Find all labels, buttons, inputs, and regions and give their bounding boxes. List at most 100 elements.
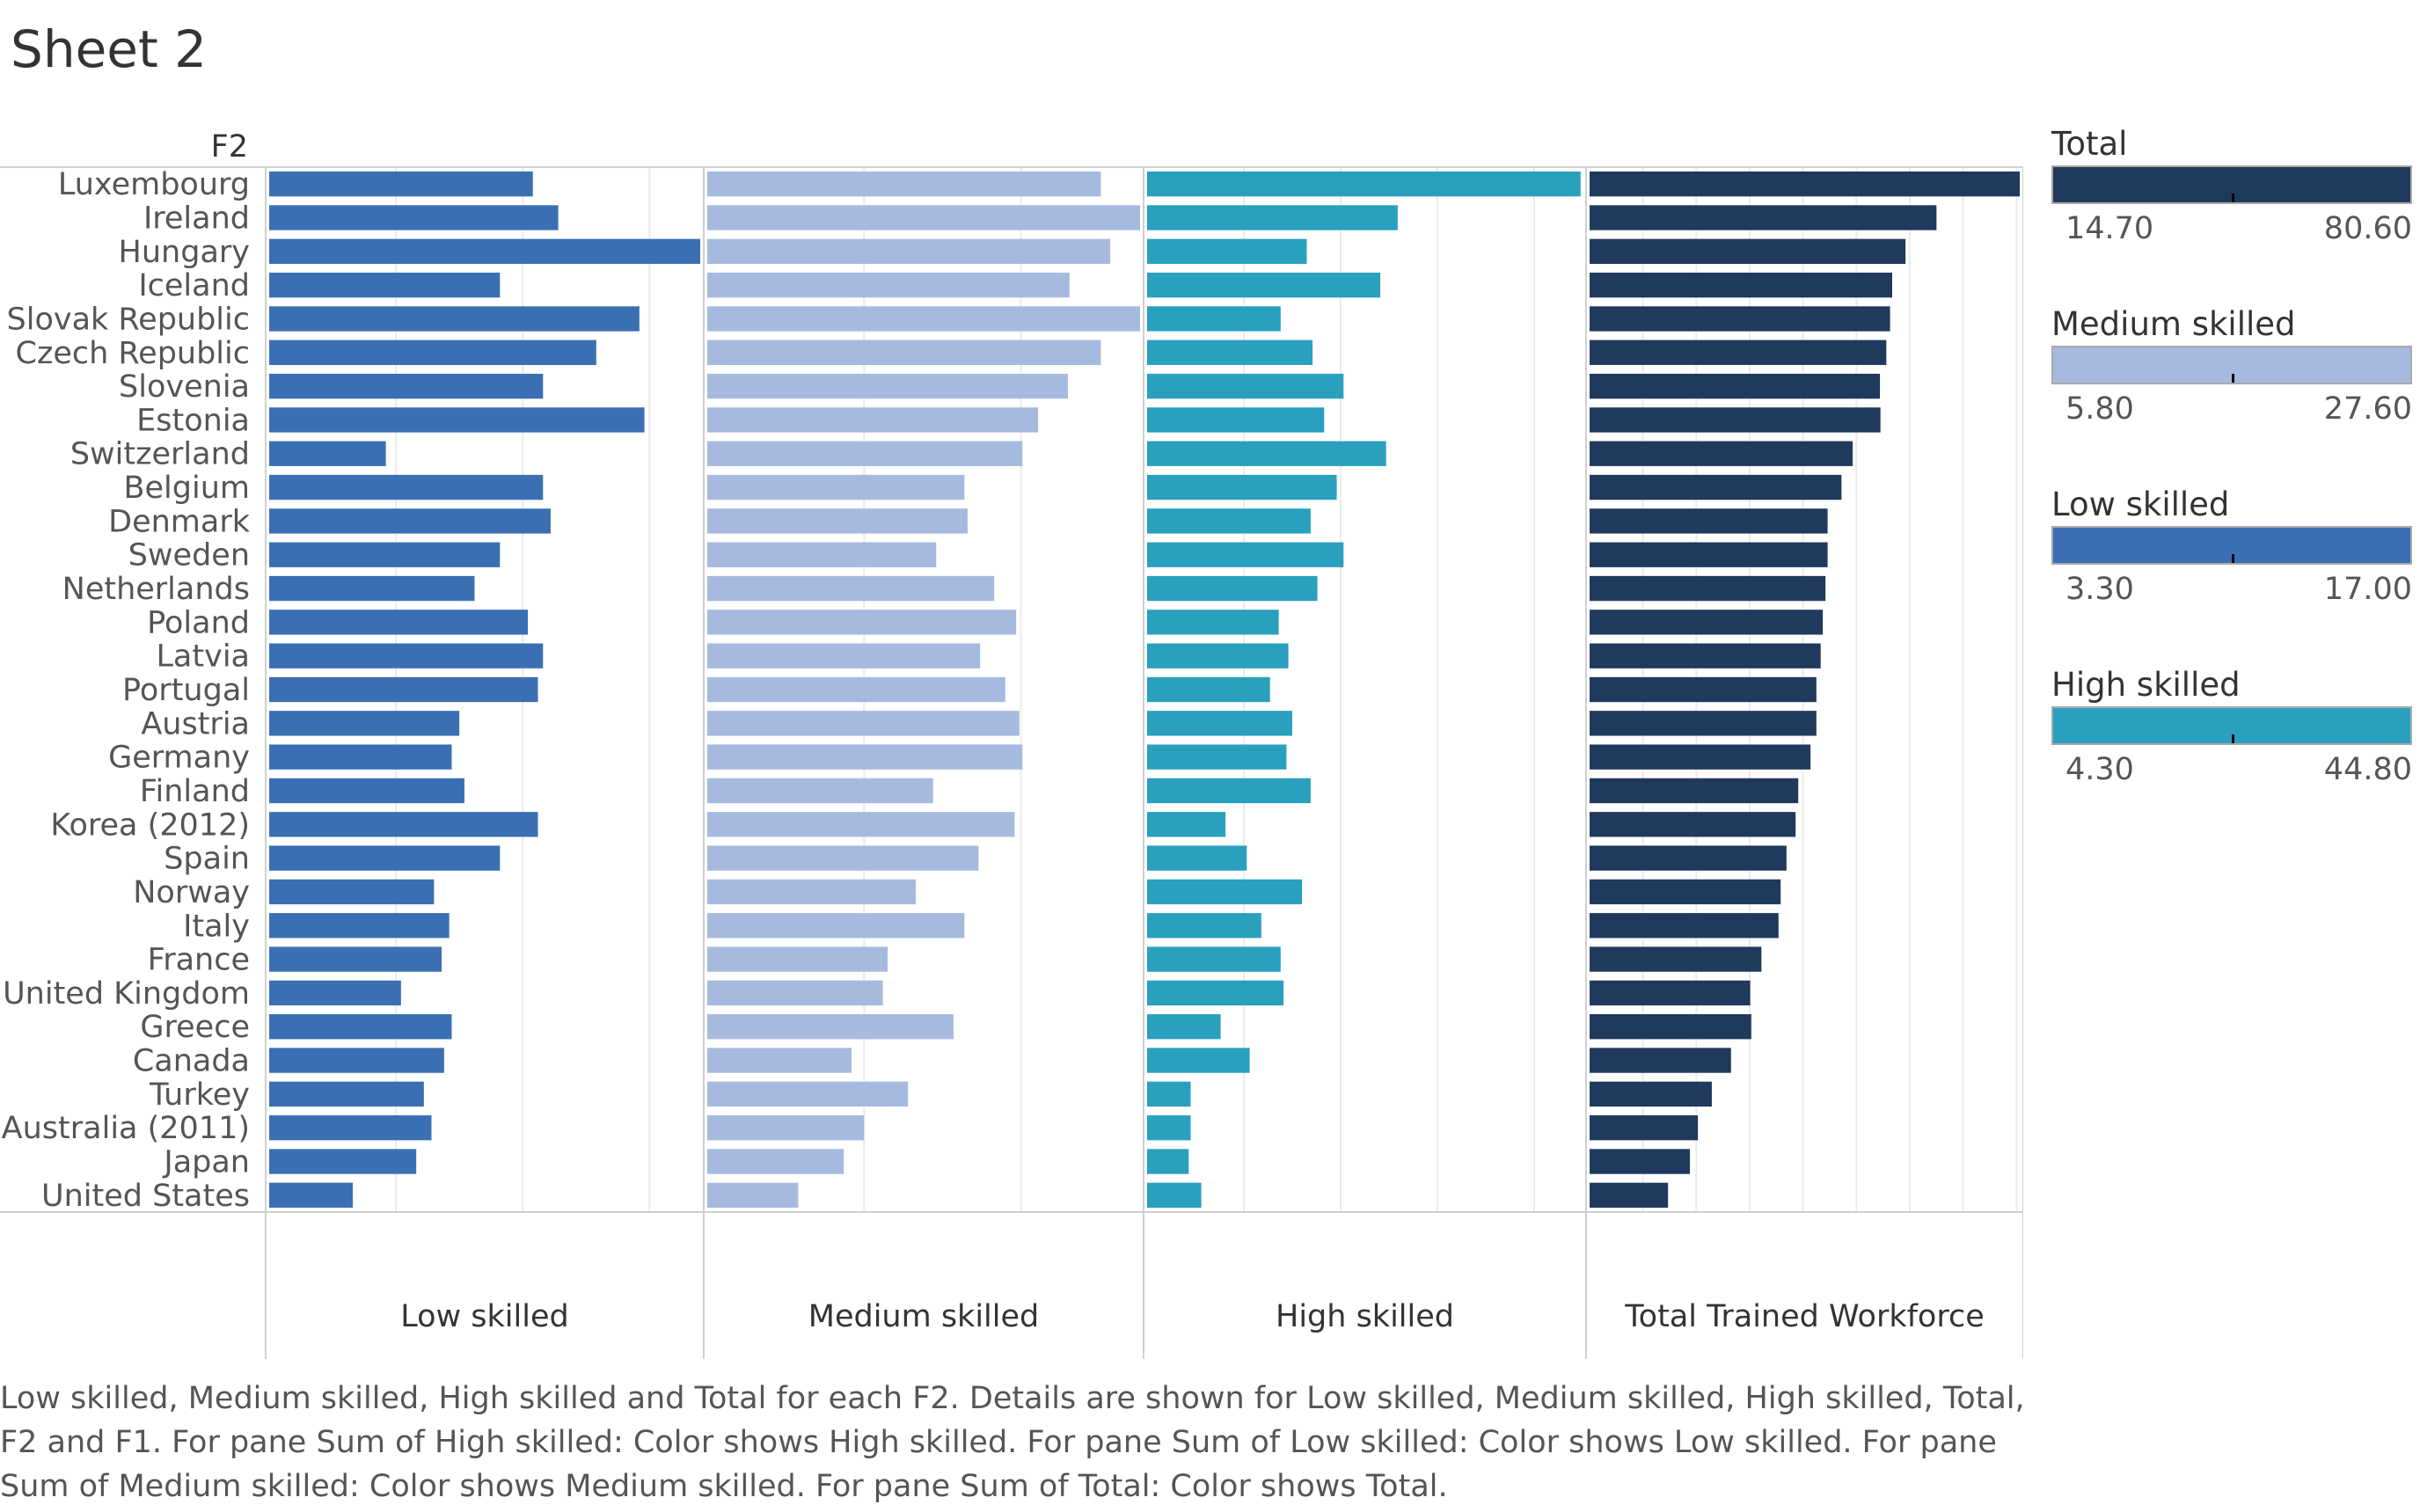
bar [269, 812, 538, 837]
bar [707, 441, 1023, 466]
category-label: Hungary [119, 235, 250, 270]
bar [707, 171, 1101, 197]
category-label: Luxembourg [58, 167, 250, 202]
bar [1147, 1115, 1191, 1141]
legend-min: 4.30 [2065, 752, 2134, 787]
bar [269, 1115, 432, 1141]
bar [1590, 306, 1890, 332]
category-label: Slovenia [119, 369, 250, 405]
bar [269, 575, 475, 602]
legend-low-skilled: Low skilled 3.30 17.00 [2051, 484, 2420, 609]
bar [1147, 946, 1281, 972]
category-label: Estonia [136, 403, 250, 438]
bar [269, 306, 640, 332]
bar [1147, 980, 1284, 1006]
bar [1147, 238, 1307, 264]
bar [707, 1182, 799, 1209]
legend-total: Total 14.70 80.60 [2051, 123, 2420, 248]
category-label: Canada [133, 1044, 250, 1079]
bar [1147, 676, 1270, 703]
bar [707, 205, 1140, 230]
ramp-tick [2232, 374, 2234, 383]
bar [269, 542, 501, 567]
bar [1147, 879, 1302, 905]
category-label: United States [41, 1179, 250, 1214]
legend-min: 3.30 [2065, 572, 2134, 607]
legend-min: 14.70 [2065, 211, 2154, 246]
bar [707, 238, 1111, 264]
category-label: Japan [162, 1145, 250, 1180]
caption: Low skilled, Medium skilled, High skille… [0, 1381, 2025, 1504]
row-header: F2 [211, 129, 248, 164]
bar [1147, 373, 1344, 399]
bar [269, 879, 435, 905]
bar [707, 913, 965, 939]
bar [1147, 812, 1226, 837]
ramp-tick [2232, 554, 2234, 563]
bar [269, 508, 551, 534]
bar [269, 980, 401, 1006]
bar [1147, 542, 1344, 567]
bar [1590, 980, 1751, 1006]
bar [1590, 643, 1821, 668]
bar [1590, 272, 1892, 298]
bar [1147, 306, 1281, 332]
bar [269, 946, 442, 972]
bar [1147, 575, 1318, 602]
bar [1147, 441, 1386, 466]
bar [1590, 1182, 1669, 1209]
bar [269, 913, 450, 939]
bar [269, 1048, 444, 1073]
legend-title: High skilled [2051, 666, 2241, 704]
bar [707, 508, 968, 534]
bar [1147, 778, 1311, 804]
bar [707, 845, 979, 871]
bar [1590, 812, 1796, 837]
bar [707, 1149, 844, 1174]
category-label: Portugal [122, 673, 250, 708]
color-ramp[interactable] [2051, 526, 2412, 565]
bar [707, 778, 933, 804]
legend-title: Low skilled [2051, 486, 2230, 523]
bar [1590, 1081, 1712, 1107]
bar [269, 340, 596, 365]
bar [1590, 711, 1817, 736]
bar [707, 744, 1023, 770]
bar [1590, 238, 1906, 264]
bar [1590, 407, 1881, 433]
category-label: Czech Republic [16, 336, 250, 371]
bar [269, 845, 501, 871]
bar [269, 1149, 417, 1174]
color-ramp[interactable] [2051, 346, 2412, 384]
category-label: United Kingdom [3, 976, 250, 1012]
category-label: Slovak Republic [7, 302, 251, 337]
pane-axis-label: Low skilled [400, 1299, 568, 1334]
bar [1590, 1115, 1699, 1141]
category-label: Australia (2011) [2, 1111, 250, 1146]
bar [1590, 542, 1828, 567]
bar [1147, 1182, 1202, 1209]
bar [269, 643, 544, 668]
bar [707, 407, 1039, 433]
ramp-tick [2232, 734, 2234, 743]
bar [1147, 272, 1381, 298]
bar [269, 474, 544, 500]
bar [1590, 575, 1826, 602]
bar [1147, 1081, 1191, 1107]
bar-chart: F2 Low skilled Medium skilled High skilled… [0, 129, 2023, 1359]
bar [1590, 474, 1842, 500]
bar [269, 171, 533, 197]
bar [1147, 610, 1279, 635]
bar [1590, 946, 1762, 972]
bar [1590, 676, 1817, 703]
color-ramp[interactable] [2051, 165, 2412, 204]
bar [1590, 744, 1811, 770]
color-ramp[interactable] [2051, 706, 2412, 745]
bar [707, 1081, 909, 1107]
category-label: Austria [141, 706, 250, 741]
legend-max: 44.80 [2323, 752, 2412, 787]
bar [707, 373, 1068, 399]
category-label: Finland [140, 774, 250, 809]
category-label: Iceland [138, 268, 250, 303]
bar [1147, 340, 1313, 365]
